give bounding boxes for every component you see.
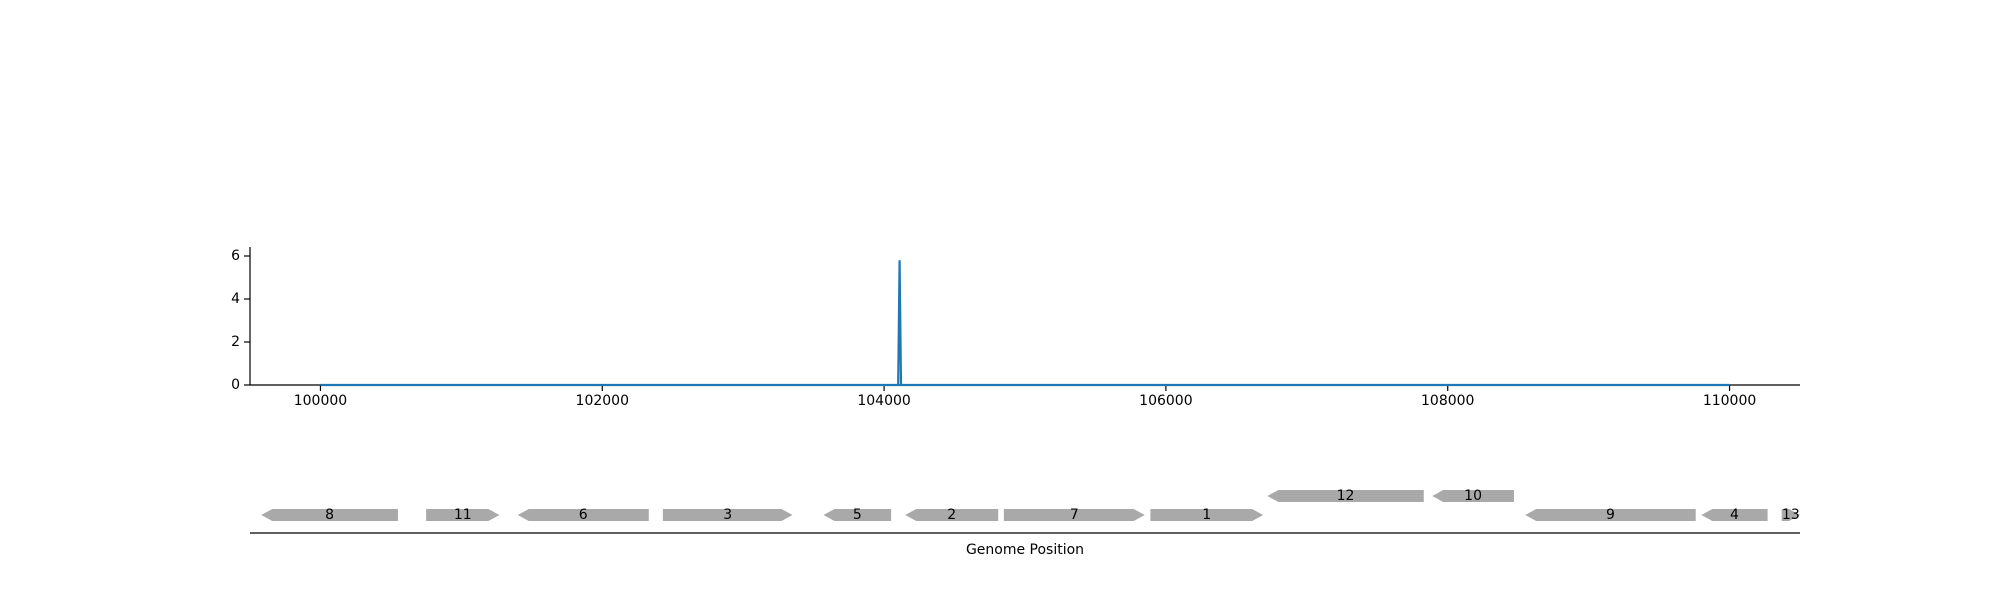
y-tick-label: 2 <box>231 334 240 350</box>
x-tick-label: 102000 <box>576 393 629 409</box>
x-tick-label: 106000 <box>1139 393 1192 409</box>
gene-label: 3 <box>723 507 732 523</box>
gene-label: 9 <box>1606 507 1615 523</box>
signal-plot: 0 2 4 6 100000 102000 104000 106000 108000 11000… <box>231 247 1800 409</box>
gene-arrow <box>1525 509 1696 521</box>
gene-arrow <box>662 509 793 521</box>
gene-arrow <box>905 509 999 521</box>
gene-arrow <box>1432 490 1514 502</box>
gene-arrow <box>1267 490 1424 502</box>
gene-label: 5 <box>853 507 862 523</box>
gene-arrow <box>1003 509 1145 521</box>
gene-label: 6 <box>579 507 588 523</box>
x-tick-label: 100000 <box>294 393 347 409</box>
gene-label: 11 <box>454 507 472 523</box>
gene-label: 13 <box>1782 507 1800 523</box>
gene-label: 12 <box>1337 488 1355 504</box>
gene-track-xlabel: Genome Position <box>966 542 1084 558</box>
y-ticks: 0 2 4 6 <box>231 248 250 393</box>
x-tick-label: 104000 <box>857 393 910 409</box>
series-line <box>320 260 1730 387</box>
gene-arrows: 8 11 6 3 5 2 7 1 12 10 9 4 13 <box>261 488 1800 523</box>
x-tick-label: 110000 <box>1703 393 1756 409</box>
gene-label: 1 <box>1202 507 1211 523</box>
gene-arrow <box>1781 509 1800 521</box>
y-tick-label: 4 <box>231 291 240 307</box>
gene-label: 10 <box>1464 488 1482 504</box>
gene-label: 8 <box>325 507 334 523</box>
gene-arrow <box>261 509 398 521</box>
y-tick-label: 0 <box>231 377 240 393</box>
gene-arrow <box>1150 509 1264 521</box>
gene-label: 4 <box>1730 507 1739 523</box>
x-tick-label: 108000 <box>1421 393 1474 409</box>
gene-label: 2 <box>947 507 956 523</box>
y-tick-label: 6 <box>231 248 240 264</box>
gene-arrow <box>823 509 892 521</box>
gene-arrow <box>1701 509 1768 521</box>
x-ticks: 100000 102000 104000 106000 108000 110000 <box>294 385 1756 409</box>
gene-arrow <box>517 509 649 521</box>
gene-track: 8 11 6 3 5 2 7 1 12 10 9 4 13 Genome Position <box>250 488 1800 558</box>
gene-arrow <box>426 509 500 521</box>
gene-label: 7 <box>1070 507 1079 523</box>
